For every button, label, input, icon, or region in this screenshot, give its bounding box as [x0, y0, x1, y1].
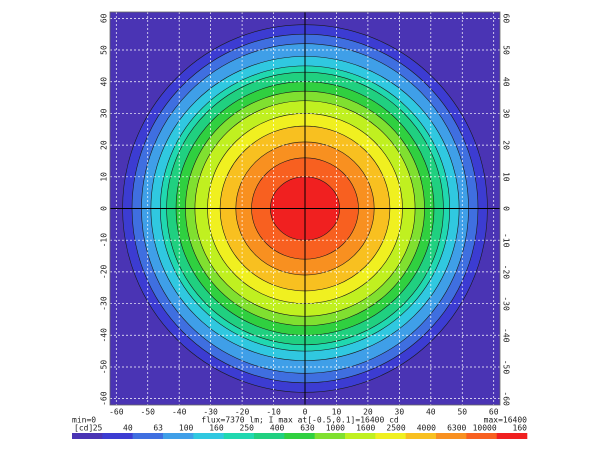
colorbar-swatch	[254, 433, 285, 439]
colorbar-label: 25	[93, 424, 103, 433]
y-tick-label: 20	[100, 140, 109, 150]
y-tick-label-right: -20	[502, 265, 511, 280]
colorbar-swatch	[193, 433, 224, 439]
plot-frame	[109, 11, 501, 406]
colorbar-label: 100	[179, 424, 194, 433]
y-tick-label: -10	[100, 233, 109, 248]
colorbar-swatch	[405, 433, 437, 439]
colorbar-swatch	[314, 433, 346, 439]
colorbar-label: 2500	[386, 424, 405, 433]
max-label: max=16400	[484, 416, 528, 425]
colorbar-label: 160	[209, 424, 224, 433]
y-tick-label: 50	[100, 45, 109, 55]
x-tick-label: -10	[266, 408, 281, 417]
colorbar-label: 630	[300, 424, 315, 433]
y-tick-label: 30	[100, 108, 109, 118]
y-tick-label-right: -50	[502, 360, 511, 375]
y-tick-label-right: 50	[502, 45, 511, 55]
plot-area	[110, 12, 500, 405]
colorbar-label: 6300	[447, 424, 466, 433]
colorbar-swatch	[132, 433, 164, 439]
colorbar-unit: [cd]	[74, 424, 93, 433]
y-tick-label-right: -40	[502, 328, 511, 343]
x-tick-label: 50	[457, 408, 467, 417]
colorbar-swatch	[466, 433, 497, 439]
x-tick-label: 0	[303, 408, 308, 417]
y-tick-label-right: 60	[502, 14, 511, 24]
colorbar-swatch	[496, 433, 528, 439]
colorbar-label: 1000	[326, 424, 345, 433]
y-tick-label: -40	[100, 328, 109, 343]
y-tick-label: -20	[100, 264, 109, 279]
x-tick-label: 30	[395, 408, 405, 417]
colorbar-swatch	[284, 433, 315, 439]
y-tick-label-right: 20	[502, 140, 511, 150]
x-tick-label: -20	[235, 408, 250, 417]
y-tick-label-right: 10	[502, 172, 511, 182]
min-label: min=0	[72, 416, 96, 425]
x-tick-label: 20	[363, 408, 373, 417]
y-tick-label: -30	[100, 296, 109, 311]
x-tick-label: -50	[141, 408, 156, 417]
colorbar-swatch	[345, 433, 376, 439]
colorbar-label: 4000	[417, 424, 436, 433]
x-tick-label: 10	[332, 408, 342, 417]
colorbar-label: 400	[270, 424, 285, 433]
colorbar-swatch	[72, 433, 103, 439]
colorbar-swatch	[102, 433, 133, 439]
colorbar-label: 1600	[356, 424, 375, 433]
colorbar-label: 250	[240, 424, 255, 433]
y-tick-label: 60	[100, 13, 109, 23]
x-tick-label: -40	[172, 408, 187, 417]
colorbar-label: 10000	[473, 424, 497, 433]
y-tick-label-right: 30	[502, 109, 511, 119]
y-tick-label: -50	[100, 360, 109, 375]
x-tick-label: 40	[426, 408, 436, 417]
x-tick-label: -60	[109, 408, 124, 417]
y-tick-label-right: -10	[502, 233, 511, 248]
x-tick-label: -30	[203, 408, 218, 417]
y-tick-label-right: 40	[502, 77, 511, 87]
y-tick-label-right: -30	[502, 296, 511, 311]
x-tick-label: 60	[489, 408, 499, 417]
colorbar-swatch	[436, 433, 467, 439]
colorbar-label: 63	[153, 424, 163, 433]
colorbar-swatch	[375, 433, 406, 439]
info-label: flux=7370 lm; I max at[-0.5,0.1]=16400 c…	[201, 416, 399, 425]
y-tick-label-right: -60	[502, 391, 511, 406]
colorbar-label: 40	[123, 424, 133, 433]
y-tick-label: 0	[100, 206, 109, 211]
colorbar-swatch	[223, 433, 255, 439]
colorbar-swatch	[163, 433, 194, 439]
y-tick-label: 40	[100, 77, 109, 87]
y-tick-label: 10	[100, 172, 109, 182]
y-tick-label: -60	[100, 391, 109, 406]
y-tick-label-right: 0	[502, 206, 511, 211]
colorbar-label: 160	[513, 424, 528, 433]
